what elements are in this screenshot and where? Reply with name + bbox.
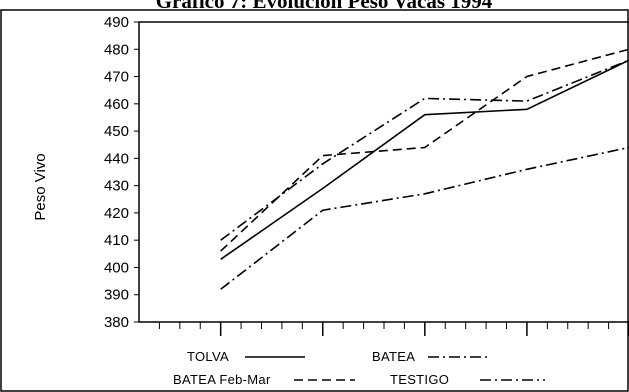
y-tick-label: 450	[104, 123, 129, 140]
chart-title: Gráfico 7: Evolución Peso Vacas 1994	[156, 0, 493, 13]
series-lines	[220, 48, 629, 290]
axes: 380 390 400 410 420 430 440 450 460 470 480 490	[104, 14, 629, 336]
series-line-tolva	[220, 59, 629, 260]
series-line-batea	[220, 59, 629, 241]
y-axis-label: Peso Vivo	[32, 153, 49, 220]
y-tick-label: 460	[104, 96, 129, 113]
legend-label: BATEA Feb-Mar	[173, 372, 271, 387]
y-tick-label: 380	[104, 314, 129, 331]
y-tick-label: 430	[104, 178, 129, 195]
y-tick-label: 470	[104, 69, 129, 86]
y-tick-label: 480	[104, 41, 129, 58]
legend-label: TESTIGO	[390, 372, 449, 387]
y-tick-label: 390	[104, 287, 129, 304]
y-tick-label: 420	[104, 205, 129, 222]
legend-label: BATEA	[372, 349, 415, 364]
y-tick-label: 410	[104, 232, 129, 249]
series-line-batea-feb-mar	[220, 48, 629, 252]
legend: TOLVA BATEA BATEA Feb-Mar TESTIGO	[173, 349, 545, 387]
y-tick-label: 440	[104, 150, 129, 167]
legend-label: TOLVA	[187, 349, 229, 364]
y-tick-label: 490	[104, 14, 129, 31]
plot-frame	[0, 9, 629, 392]
series-line-testigo	[220, 146, 629, 290]
y-tick-label: 400	[104, 259, 129, 276]
